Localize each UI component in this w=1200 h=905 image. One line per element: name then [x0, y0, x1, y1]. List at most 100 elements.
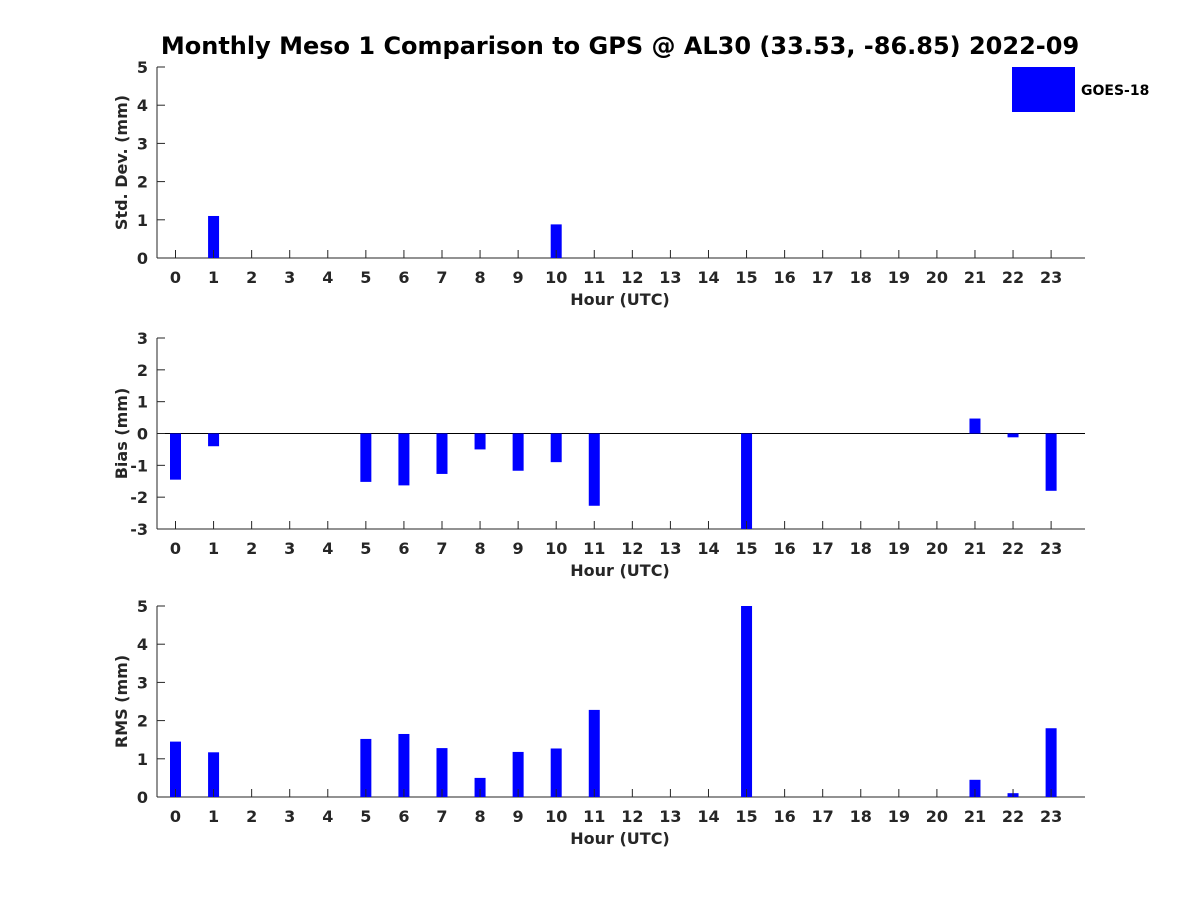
- y-tick-label: 0: [137, 249, 148, 268]
- x-tick-label: 8: [474, 807, 485, 826]
- x-tick-label: 8: [474, 539, 485, 558]
- bar: [550, 224, 562, 258]
- x-tick-label: 20: [926, 539, 948, 558]
- x-tick-label: 13: [659, 539, 681, 558]
- x-tick-label: 16: [773, 807, 795, 826]
- x-axis-label: Hour (UTC): [570, 561, 670, 580]
- bar: [436, 748, 448, 797]
- x-tick-label: 22: [1002, 807, 1024, 826]
- bar: [969, 418, 981, 434]
- bar: [550, 433, 562, 463]
- x-tick-label: 13: [659, 807, 681, 826]
- y-tick-label: 0: [137, 788, 148, 807]
- y-tick-label: 3: [137, 673, 148, 692]
- bar: [969, 779, 981, 797]
- bar: [170, 741, 181, 797]
- x-tick-label: 6: [398, 268, 409, 287]
- x-tick-label: 13: [659, 268, 681, 287]
- y-tick-label: 4: [137, 96, 148, 115]
- x-tick-label: 22: [1002, 268, 1024, 287]
- x-tick-label: 3: [284, 539, 295, 558]
- bar: [474, 777, 486, 797]
- x-tick-label: 9: [513, 807, 524, 826]
- bar: [360, 738, 372, 797]
- x-tick-label: 21: [964, 268, 986, 287]
- y-tick-label: 5: [137, 597, 148, 616]
- x-tick-label: 7: [436, 807, 447, 826]
- x-tick-label: 6: [398, 807, 409, 826]
- x-tick-label: 12: [621, 807, 643, 826]
- x-axis-label: Hour (UTC): [570, 290, 670, 309]
- bar: [398, 433, 410, 486]
- x-tick-label: 3: [284, 807, 295, 826]
- x-tick-label: 6: [398, 539, 409, 558]
- x-tick-label: 2: [246, 807, 257, 826]
- y-tick-label: 1: [137, 750, 148, 769]
- x-tick-label: 2: [246, 539, 257, 558]
- x-tick-label: 17: [812, 539, 834, 558]
- x-tick-label: 21: [964, 807, 986, 826]
- x-tick-label: 7: [436, 539, 447, 558]
- y-tick-label: -3: [130, 520, 148, 539]
- legend-swatch: [1012, 67, 1075, 112]
- legend: GOES-18: [1012, 67, 1149, 112]
- bar: [474, 433, 486, 450]
- x-tick-label: 21: [964, 539, 986, 558]
- bar: [1045, 433, 1057, 491]
- x-tick-label: 0: [170, 807, 181, 826]
- x-tick-label: 23: [1040, 268, 1062, 287]
- y-axis-label: Bias (mm): [112, 388, 131, 480]
- bar: [588, 433, 600, 506]
- x-tick-label: 1: [208, 539, 219, 558]
- x-tick-label: 1: [208, 268, 219, 287]
- x-tick-label: 7: [436, 268, 447, 287]
- bar: [512, 433, 524, 471]
- x-tick-label: 3: [284, 268, 295, 287]
- x-tick-label: 5: [360, 268, 371, 287]
- y-tick-label: -1: [130, 456, 148, 475]
- x-tick-label: 12: [621, 539, 643, 558]
- y-axis-label: RMS (mm): [112, 655, 131, 748]
- x-tick-label: 18: [850, 539, 872, 558]
- x-tick-label: 1: [208, 807, 219, 826]
- x-tick-label: 18: [850, 268, 872, 287]
- bar: [588, 709, 600, 797]
- x-tick-label: 15: [735, 807, 757, 826]
- bar: [208, 433, 220, 447]
- y-tick-label: 3: [137, 329, 148, 348]
- x-tick-label: 18: [850, 807, 872, 826]
- x-tick-label: 5: [360, 807, 371, 826]
- y-tick-label: 2: [137, 173, 148, 192]
- bar: [360, 433, 372, 482]
- x-tick-label: 11: [583, 268, 605, 287]
- x-axis-label: Hour (UTC): [570, 829, 670, 848]
- bar: [170, 433, 181, 480]
- x-tick-label: 16: [773, 539, 795, 558]
- bar: [208, 752, 220, 797]
- x-tick-label: 11: [583, 807, 605, 826]
- bar: [436, 433, 448, 474]
- y-tick-label: 1: [137, 211, 148, 230]
- x-tick-label: 10: [545, 807, 567, 826]
- bar: [398, 733, 410, 797]
- bar: [208, 215, 220, 258]
- bar: [1007, 433, 1019, 438]
- bar: [1045, 728, 1057, 797]
- x-tick-label: 14: [697, 807, 719, 826]
- x-tick-label: 19: [888, 268, 910, 287]
- x-tick-label: 5: [360, 539, 371, 558]
- x-tick-label: 10: [545, 268, 567, 287]
- y-tick-label: 2: [137, 361, 148, 380]
- x-tick-label: 19: [888, 539, 910, 558]
- x-tick-label: 15: [735, 539, 757, 558]
- x-tick-label: 0: [170, 268, 181, 287]
- y-tick-label: -2: [130, 488, 148, 507]
- y-tick-label: 1: [137, 393, 148, 412]
- y-tick-label: 4: [137, 635, 148, 654]
- x-tick-label: 16: [773, 268, 795, 287]
- bar: [741, 606, 753, 797]
- x-tick-label: 20: [926, 268, 948, 287]
